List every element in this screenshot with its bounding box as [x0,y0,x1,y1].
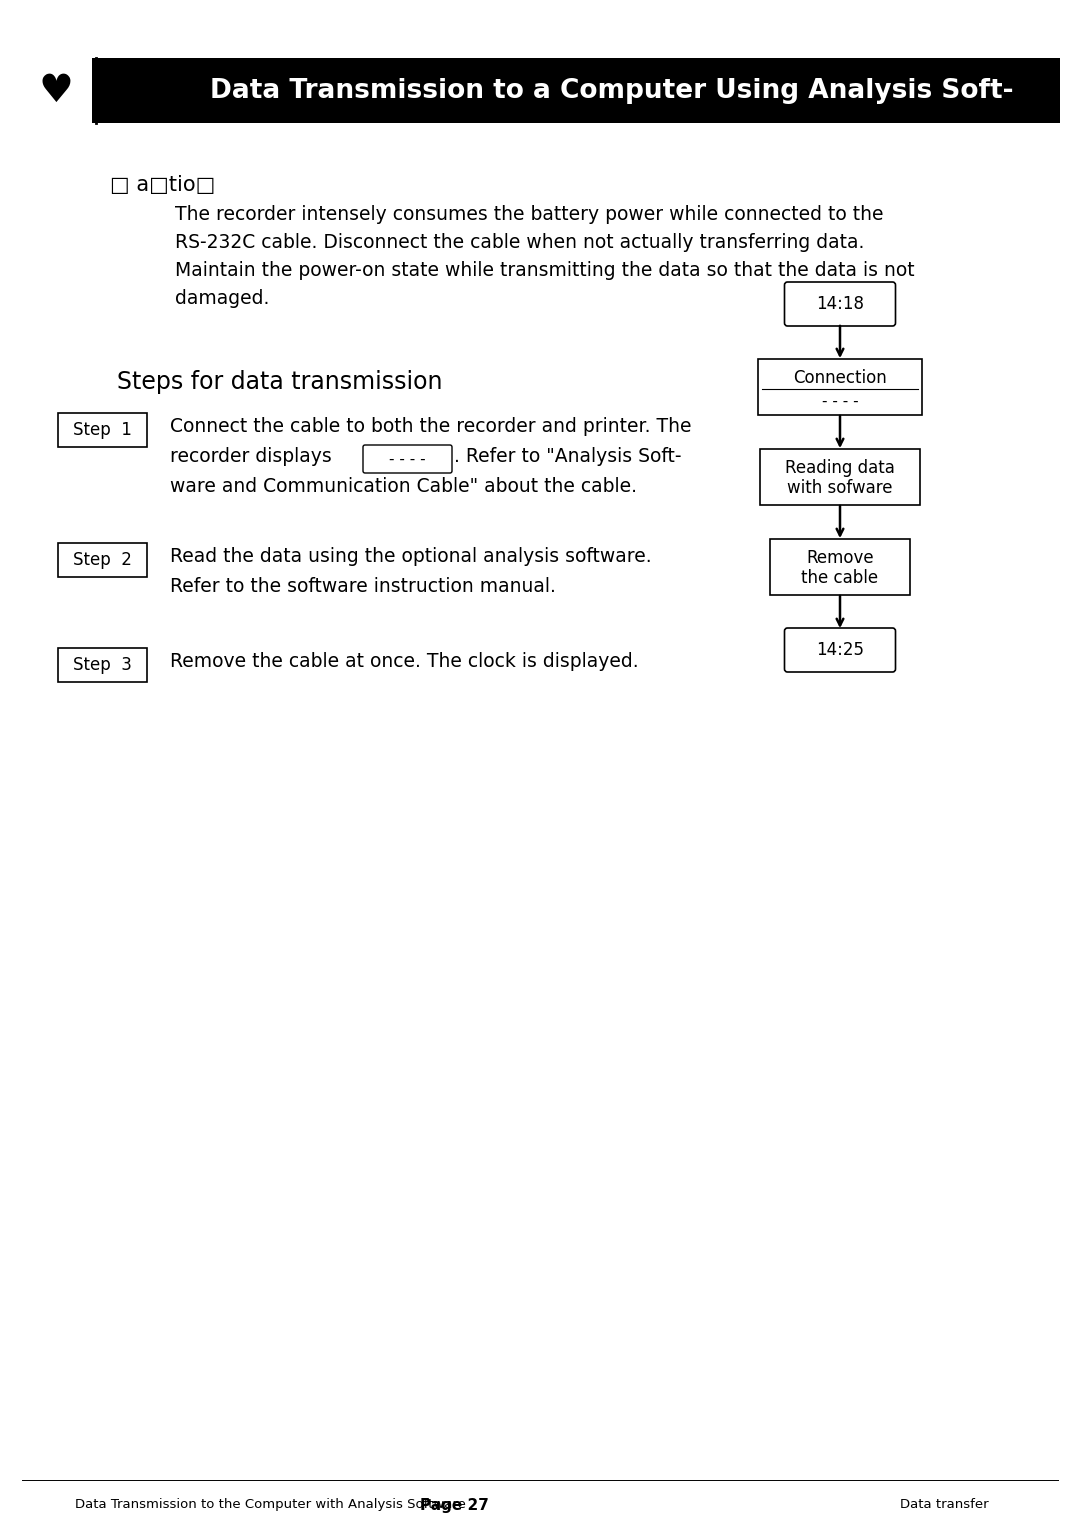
Text: Connect the cable to both the recorder and printer. The: Connect the cable to both the recorder a… [170,417,691,435]
Text: Remove: Remove [806,549,874,567]
Text: Page 27: Page 27 [420,1497,489,1513]
Text: Data Transmission to a Computer Using Analysis Soft-: Data Transmission to a Computer Using An… [211,78,1014,104]
Text: RS-232C cable. Disconnect the cable when not actually transferring data.: RS-232C cable. Disconnect the cable when… [175,232,864,252]
Text: Remove the cable at once. The clock is displayed.: Remove the cable at once. The clock is d… [170,652,638,671]
Text: Step  2: Step 2 [73,552,132,568]
FancyBboxPatch shape [770,539,910,594]
Text: Steps for data transmission: Steps for data transmission [117,370,443,394]
FancyBboxPatch shape [784,283,895,325]
Text: The recorder intensely consumes the battery power while connected to the: The recorder intensely consumes the batt… [175,205,883,225]
FancyBboxPatch shape [784,628,895,672]
FancyBboxPatch shape [21,58,1059,122]
Text: Connection: Connection [793,368,887,387]
Text: 14:25: 14:25 [816,642,864,659]
Text: - - - -: - - - - [389,451,426,466]
Text: 14:18: 14:18 [816,295,864,313]
Text: Data transfer: Data transfer [900,1497,988,1511]
Text: the cable: the cable [801,568,878,587]
Text: ware and Communication Cable" about the cable.: ware and Communication Cable" about the … [170,477,637,497]
Text: damaged.: damaged. [175,289,269,309]
FancyBboxPatch shape [760,449,920,504]
FancyBboxPatch shape [58,648,147,681]
Text: Maintain the power-on state while transmitting the data so that the data is not: Maintain the power-on state while transm… [175,261,915,280]
Text: ♥: ♥ [39,72,73,110]
Text: Read the data using the optional analysis software.: Read the data using the optional analysi… [170,547,651,565]
Text: Reading data: Reading data [785,458,895,477]
Text: - - - -: - - - - [822,394,859,408]
Text: Data Transmission to the Computer with Analysis Software: Data Transmission to the Computer with A… [75,1497,465,1511]
Text: Refer to the software instruction manual.: Refer to the software instruction manual… [170,578,556,596]
FancyBboxPatch shape [758,359,922,416]
FancyBboxPatch shape [363,445,453,474]
Text: recorder displays: recorder displays [170,448,332,466]
Text: Step  1: Step 1 [73,422,132,439]
Text: with sofware: with sofware [787,478,893,497]
Text: □ a□tio□: □ a□tio□ [110,176,215,196]
FancyBboxPatch shape [58,542,147,578]
Text: . Refer to "Analysis Soft-: . Refer to "Analysis Soft- [454,448,681,466]
FancyBboxPatch shape [58,413,147,448]
Text: Step  3: Step 3 [73,656,132,674]
FancyBboxPatch shape [21,58,92,122]
